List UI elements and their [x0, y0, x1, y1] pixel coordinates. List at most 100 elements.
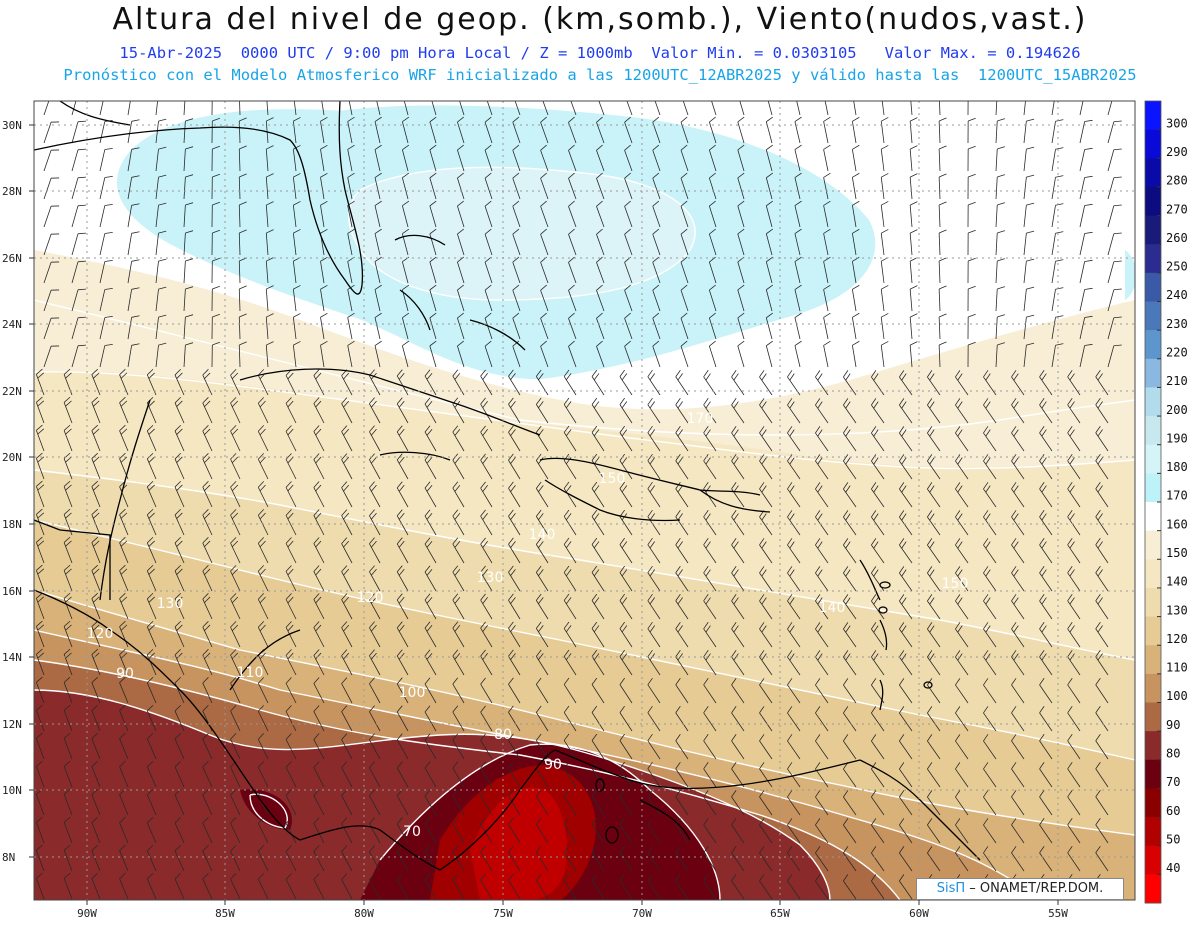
wind-barb [369, 789, 381, 816]
wind-barb [851, 116, 860, 144]
wind-barb [313, 817, 325, 844]
wind-barb [765, 340, 774, 368]
wind-barb [983, 594, 997, 620]
wind-barb [1095, 481, 1109, 508]
contour-value-label: 150 [942, 576, 969, 592]
wind-barb [815, 566, 829, 592]
wind-barb [99, 287, 113, 312]
wind-barb [563, 369, 577, 396]
wind-barb [1051, 203, 1064, 228]
wind-barb [127, 175, 140, 200]
wind-barb [486, 101, 493, 116]
wind-barb [909, 145, 918, 172]
lat-label: 24N [2, 318, 22, 331]
wind-barb [91, 704, 101, 732]
wind-barb [1011, 734, 1025, 760]
wind-barb [983, 706, 997, 732]
wind-barb [71, 204, 86, 228]
lon-label: 65W [770, 907, 790, 920]
wind-barb [591, 481, 605, 508]
wind-barb [183, 101, 186, 116]
wind-barb [815, 538, 829, 564]
wind-barb [63, 648, 73, 676]
lon-label: 75W [493, 907, 513, 920]
wind-barb [341, 873, 353, 900]
wind-barb [211, 117, 220, 144]
wind-barb [647, 369, 661, 396]
wind-barb [127, 231, 140, 256]
wind-barb [955, 762, 969, 788]
wind-barb [424, 789, 437, 816]
wind-barb [292, 201, 301, 228]
wind-barb [1051, 231, 1064, 256]
wind-barb [230, 873, 241, 900]
wind-barb [452, 733, 465, 760]
wind-barb [1039, 398, 1053, 424]
wind-barb [927, 706, 941, 732]
wind-barb [708, 144, 717, 172]
wind-barb [369, 873, 381, 900]
colorbar-swatch [1145, 244, 1161, 274]
geopotential-shading [34, 101, 1135, 900]
wind-barb [871, 762, 885, 788]
wind-barb [1011, 678, 1025, 704]
wind-barb [369, 845, 381, 872]
wind-barb [63, 564, 73, 592]
wind-barb [815, 398, 829, 424]
wind-barb [899, 594, 913, 620]
wind-barb [292, 145, 301, 172]
wind-barb [1067, 594, 1081, 620]
wind-barb [174, 592, 185, 620]
wind-barb [1039, 538, 1053, 564]
wind-barb [938, 145, 947, 172]
wind-barb [202, 481, 213, 508]
wind-barb [341, 705, 353, 732]
wind-barb [955, 790, 969, 816]
wind-barb [285, 481, 297, 508]
wind-barb [36, 452, 45, 480]
wind-barb [871, 818, 885, 844]
wind-barb [183, 230, 194, 256]
wind-barb [508, 845, 521, 872]
wind-barb [155, 118, 167, 144]
wind-barb [652, 228, 661, 256]
wind-barb [871, 426, 885, 452]
wind-barb [202, 789, 213, 816]
wind-barb [563, 621, 577, 648]
wind-barb [459, 101, 465, 116]
wind-barb [619, 817, 633, 844]
wind-barb [880, 201, 889, 228]
wind-barb [815, 818, 829, 844]
wind-barb [899, 538, 913, 564]
wind-barb [568, 200, 577, 228]
wind-barb [91, 844, 101, 872]
wind-barb [396, 425, 409, 452]
wind-barb [230, 705, 241, 732]
wind-barb [843, 538, 857, 564]
wind-barb [731, 622, 745, 648]
wind-barb [402, 116, 410, 144]
wind-barb [36, 536, 45, 564]
credit-text: – ONAMET/REP.DOM. [969, 881, 1104, 896]
wind-barb [512, 228, 521, 256]
wind-barb [927, 762, 941, 788]
wind-barb [43, 233, 60, 256]
graticule [34, 101, 1135, 900]
wind-barb [369, 649, 381, 676]
wind-barb [787, 678, 801, 704]
wind-barb [1011, 538, 1025, 564]
wind-barb [540, 144, 549, 172]
wind-barb [1079, 147, 1093, 172]
wind-barb [647, 817, 661, 844]
wind-barb [1011, 594, 1025, 620]
wind-barb [624, 144, 633, 172]
wind-barb [146, 452, 157, 480]
wind-barb [843, 874, 857, 900]
wind-barb [675, 397, 689, 424]
colorbar-swatch [1145, 616, 1161, 646]
wind-barb [591, 817, 605, 844]
wind-barb [938, 229, 947, 256]
wind-barb [899, 426, 913, 452]
wind-barb [995, 101, 998, 116]
wind-barb [1011, 454, 1025, 480]
